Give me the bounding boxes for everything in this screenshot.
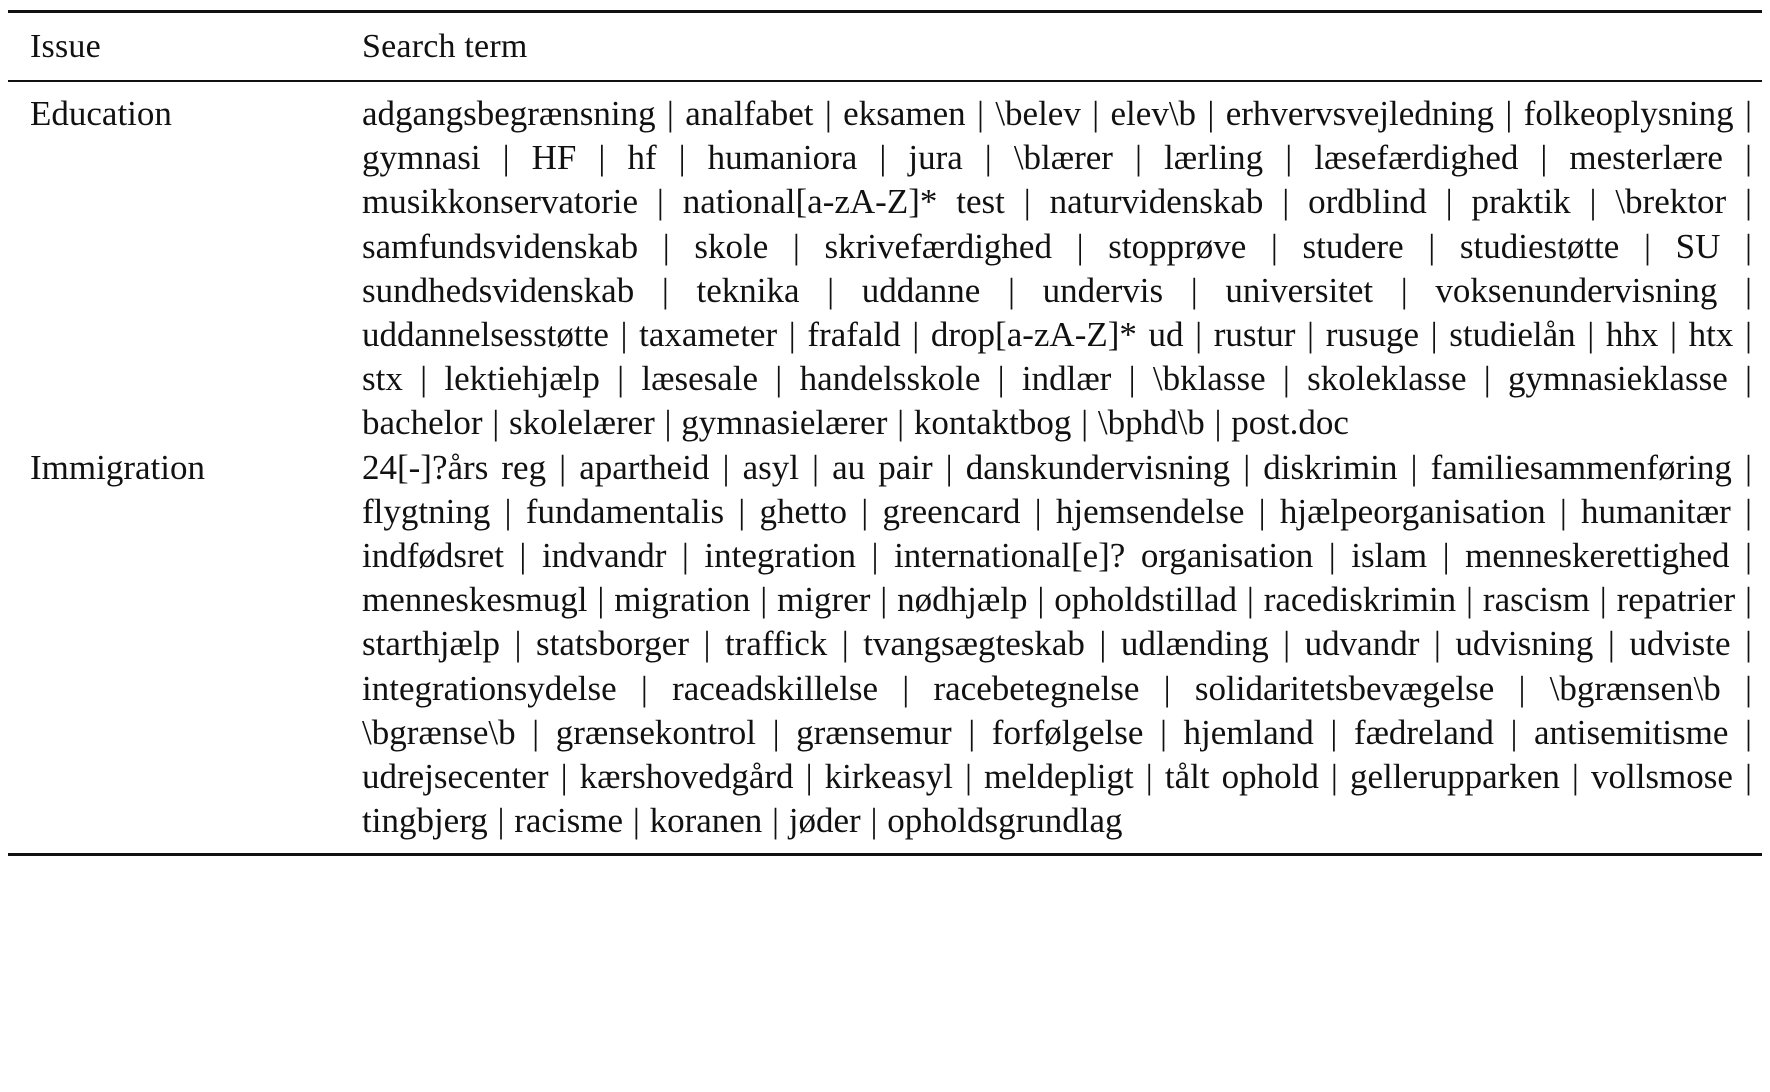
issue-column-header: Issue bbox=[30, 27, 101, 65]
table-row-immigration: Immigration 24[-]?års reg | apartheid | … bbox=[8, 446, 1762, 844]
header-rule bbox=[8, 80, 1762, 82]
search-term-cell: 24[-]?års reg | apartheid | asyl | au pa… bbox=[362, 447, 1752, 841]
issue-cell: Education bbox=[30, 94, 172, 133]
search-term-cell: adgangsbegrænsning | analfabet | eksamen… bbox=[362, 94, 1752, 443]
table-header-row: Issue Search term bbox=[8, 13, 1762, 80]
table-row-education: Education adgangsbegrænsning | analfabet… bbox=[8, 92, 1762, 446]
search-terms-table: Issue Search term Education adgangsbegræ… bbox=[8, 10, 1762, 857]
issue-cell: Immigration bbox=[30, 447, 205, 487]
table-body: Education adgangsbegrænsning | analfabet… bbox=[8, 82, 1762, 853]
search-term-column-header: Search term bbox=[362, 27, 528, 65]
top-rule bbox=[8, 10, 1762, 13]
bottom-rule bbox=[8, 853, 1762, 857]
